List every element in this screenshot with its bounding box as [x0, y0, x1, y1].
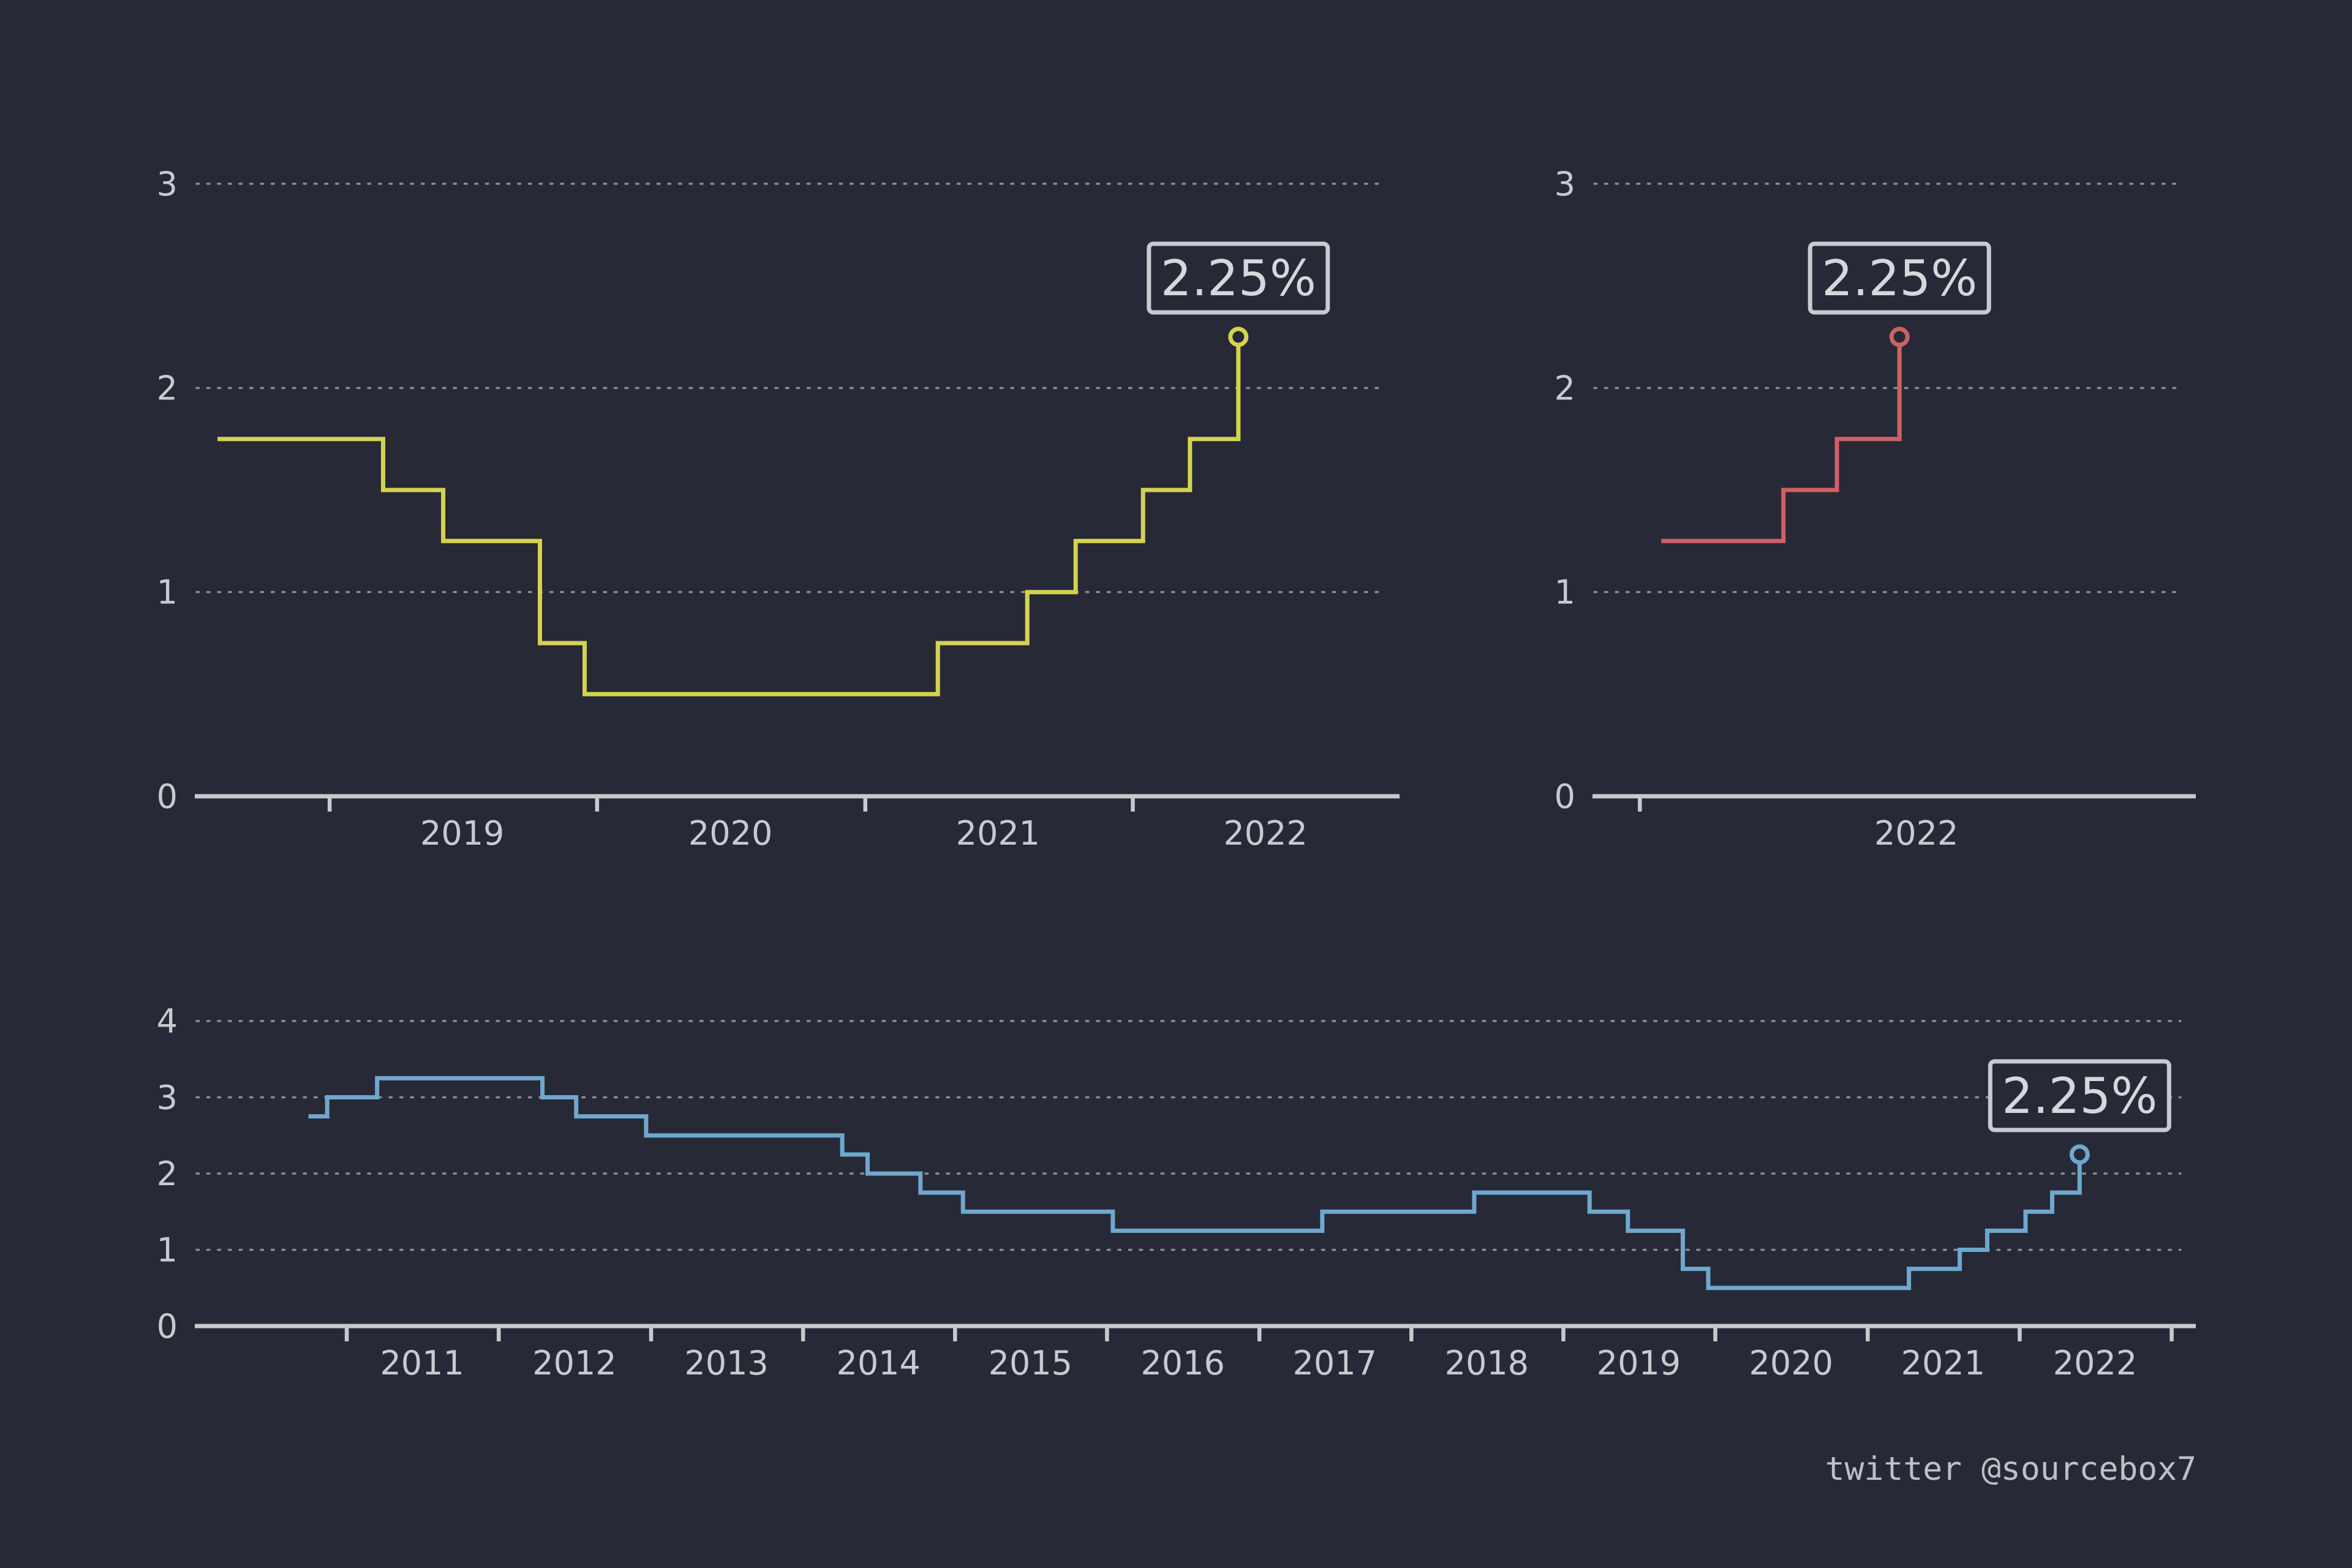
end-point-marker: [1228, 326, 1249, 347]
end-point-marker: [1889, 326, 1910, 347]
x-tick-label: 2011: [380, 1344, 464, 1382]
series-line: [308, 1076, 2082, 1291]
y-tick-label: 4: [157, 1002, 178, 1041]
value-callout-box: [1147, 241, 1330, 315]
series-line: [217, 337, 1241, 696]
y-tick-label: 2: [1555, 369, 1575, 407]
value-callout-box: [1807, 241, 1991, 315]
x-tick-label: 2021: [1901, 1344, 1985, 1382]
value-callout-label: 2.25%: [1161, 250, 1316, 307]
y-tick-label: 0: [1555, 777, 1575, 816]
x-tick-label: 2020: [1749, 1344, 1833, 1382]
x-tick-label: 2020: [688, 814, 772, 853]
chart-panel-longrun: 0 1 2 3 4 2011 2012 2013 2014 2015 2016 2017 2018 201…: [157, 1002, 2196, 1382]
y-tick-label: 3: [157, 165, 178, 203]
x-tick-label: 2022: [1874, 814, 1958, 853]
y-tick-label: 0: [157, 777, 178, 816]
x-tick-label: 2017: [1293, 1344, 1377, 1382]
value-callout-label: 2.25%: [2002, 1068, 2157, 1125]
value-callout-box: [1988, 1059, 2171, 1133]
x-tick-label: 2013: [684, 1344, 768, 1382]
y-tick-label: 3: [1555, 165, 1575, 203]
y-tick-label: 0: [157, 1307, 178, 1346]
x-tick-label: 2019: [420, 814, 504, 853]
footer-credit: twitter @sourcebox7: [1825, 1450, 2196, 1488]
x-tick-label: 2016: [1140, 1344, 1224, 1382]
value-callout-label: 2.25%: [1822, 250, 1977, 307]
x-tick-label: 2019: [1597, 1344, 1681, 1382]
y-tick-label: 3: [157, 1079, 178, 1117]
x-tick-label: 2014: [836, 1344, 920, 1382]
series-line: [1661, 337, 1902, 543]
y-tick-label: 1: [157, 573, 178, 612]
x-tick-label: 2022: [1223, 814, 1307, 853]
y-tick-label: 1: [1555, 573, 1575, 612]
chart-panel-year2022: 0 1 2 3 2022 2.25%: [1555, 165, 2196, 853]
x-tick-label: 2018: [1445, 1344, 1529, 1382]
x-tick-label: 2021: [956, 814, 1040, 853]
x-tick-label: 2012: [532, 1344, 616, 1382]
y-tick-label: 2: [157, 369, 178, 407]
x-tick-label: 2022: [2053, 1344, 2137, 1382]
chart-panel-recent: 0 1 2 3 2019 2020 2021 2022 2.25%: [157, 165, 1400, 853]
y-tick-label: 2: [157, 1155, 178, 1193]
end-point-marker: [2069, 1144, 2090, 1165]
y-tick-label: 1: [157, 1231, 178, 1270]
x-tick-label: 2015: [989, 1344, 1072, 1382]
